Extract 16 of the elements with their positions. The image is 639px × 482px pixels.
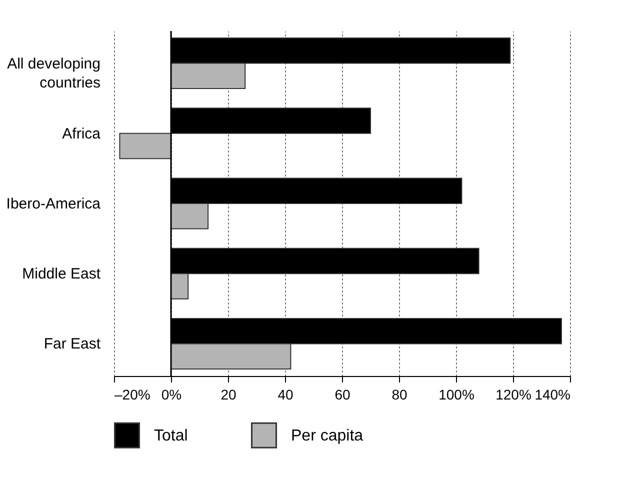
y-tick-label: Ibero-America [6, 196, 102, 212]
y-tick-label: Africa [62, 125, 102, 142]
legend-label: Total [154, 427, 188, 444]
x-tick-label: 40 [278, 386, 294, 402]
x-tick-label: 100% [438, 386, 474, 402]
x-tick-label: 140% [534, 386, 570, 402]
x-tick-label: 20 [220, 386, 236, 402]
y-tick-label: Far East [44, 336, 102, 353]
x-tick-label: –20% [114, 386, 150, 402]
x-tick-label: 80 [392, 386, 408, 402]
x-tick-label: 60 [334, 386, 350, 402]
legend-label: Per capita [291, 427, 364, 444]
y-tick-label: All developing countries [7, 55, 100, 92]
y-tick-label: Middle East [22, 266, 102, 283]
x-tick-label: 0% [161, 386, 182, 402]
x-tick-label: 120% [496, 386, 532, 402]
